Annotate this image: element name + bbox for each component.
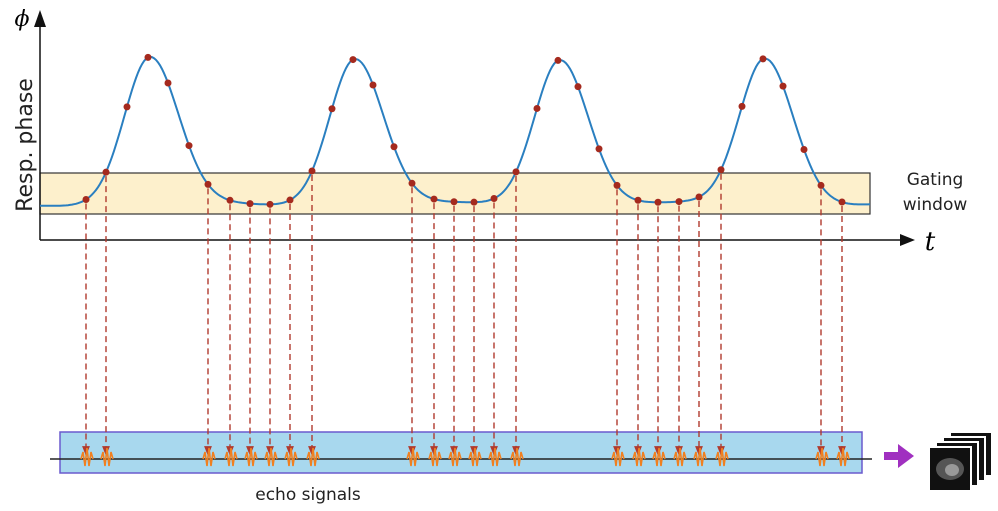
- sample-dot: [676, 198, 683, 205]
- sample-dot: [124, 103, 131, 110]
- sample-dot: [555, 57, 562, 64]
- sample-dot: [471, 199, 478, 206]
- sample-dot: [267, 201, 274, 208]
- sample-dot: [818, 182, 825, 189]
- gating-window: [40, 173, 870, 214]
- sample-dot: [431, 196, 438, 203]
- sample-dot: [760, 55, 767, 62]
- y-symbol: ϕ: [15, 7, 30, 32]
- sample-dot: [513, 168, 520, 175]
- sample-dot: [409, 180, 416, 187]
- sample-dot: [350, 56, 357, 63]
- sample-dot: [205, 181, 212, 188]
- sample-dot: [801, 146, 808, 153]
- y-arrow: [34, 10, 46, 27]
- echo-band: [60, 432, 862, 473]
- sample-dot: [718, 166, 725, 173]
- sample-dot: [451, 198, 458, 205]
- sample-dot: [780, 83, 787, 90]
- output-arrow: [884, 444, 914, 468]
- y-label: Resp. phase: [13, 78, 38, 212]
- echo-label: echo signals: [255, 485, 361, 505]
- sample-dot: [739, 103, 746, 110]
- sample-dot: [247, 200, 254, 207]
- sample-dot: [635, 197, 642, 204]
- sample-dot: [575, 83, 582, 90]
- x-symbol: t: [925, 227, 936, 257]
- sample-dot: [83, 196, 90, 203]
- x-arrow: [900, 234, 915, 246]
- diagram: ϕ Resp. phase t Gating window echo signa…: [0, 0, 998, 511]
- image-stack: [929, 432, 992, 491]
- sample-dot: [186, 142, 193, 149]
- sample-dot: [534, 105, 541, 112]
- sample-dot: [655, 199, 662, 206]
- sample-dot: [103, 169, 110, 176]
- sample-dot: [309, 167, 316, 174]
- sample-dot: [839, 199, 846, 206]
- sample-dot: [696, 193, 703, 200]
- sample-dot: [287, 197, 294, 204]
- sample-dot: [145, 54, 152, 61]
- sample-dot: [227, 197, 234, 204]
- sample-dot: [596, 145, 603, 152]
- gating-label: window: [903, 195, 968, 215]
- gating-label: Gating: [907, 170, 964, 190]
- sample-dot: [165, 80, 172, 87]
- sample-dot: [614, 182, 621, 189]
- sample-dot: [391, 143, 398, 150]
- sample-dot: [370, 81, 377, 88]
- sample-dot: [491, 195, 498, 202]
- sample-dot: [329, 105, 336, 112]
